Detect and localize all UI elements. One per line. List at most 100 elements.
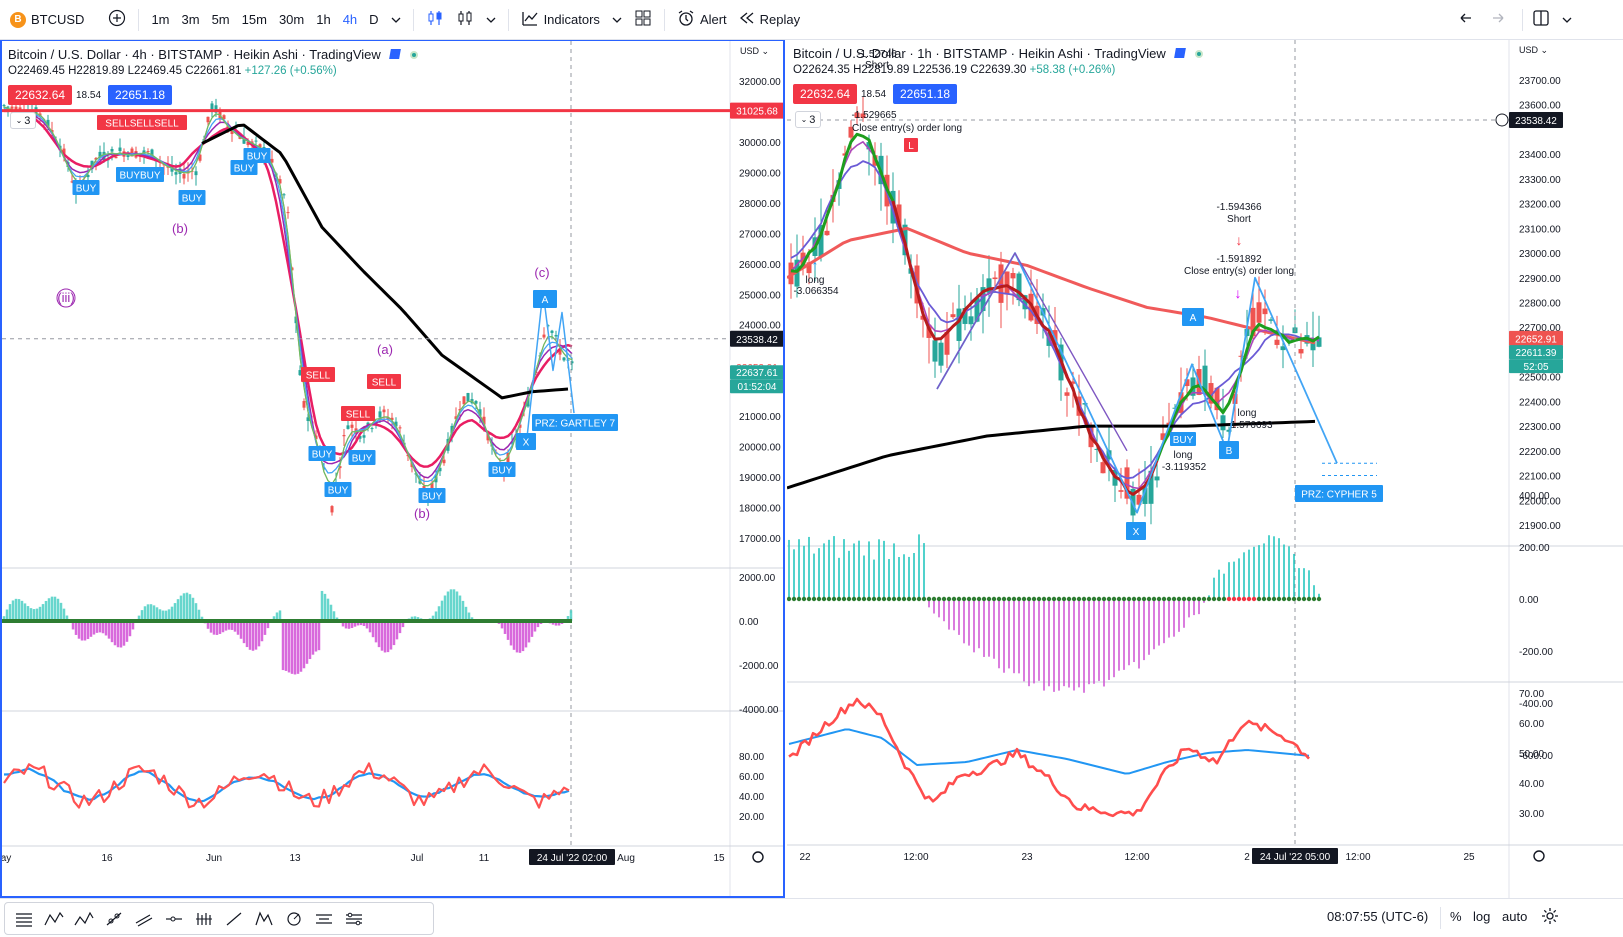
drawing-tools-group — [4, 902, 434, 935]
timeframe-15m[interactable]: 15m — [241, 12, 267, 27]
price-tick-label: 23300.00 — [1519, 175, 1561, 186]
histogram-dot — [1076, 596, 1082, 602]
candle-body — [370, 428, 374, 430]
timeframe-30m[interactable]: 30m — [278, 12, 305, 27]
signal-label: BUY — [72, 180, 100, 195]
chevron-down-icon: ⌄ — [800, 115, 808, 124]
candle-body — [1208, 383, 1214, 404]
sell-price-button[interactable]: 22632.64 — [793, 84, 858, 104]
signal-label: BUY — [308, 446, 336, 461]
layout-dropdown[interactable] — [1556, 6, 1578, 34]
heikin-ashi-button[interactable] — [450, 6, 480, 34]
alert-button[interactable]: Alert — [671, 6, 733, 34]
timeframe-1m[interactable]: 1m — [151, 12, 170, 27]
candle-body — [462, 396, 466, 405]
indicators-dropdown[interactable] — [606, 6, 628, 34]
candle-body — [1094, 448, 1100, 450]
signal-label-bg — [301, 367, 335, 382]
chart-pane-4h[interactable]: Bitcoin / U.S. Dollar · 4h · BITSTAMP · … — [0, 40, 785, 898]
clock-label[interactable]: 08:07:55 (UTC-6) — [1327, 909, 1429, 924]
bar-style-button[interactable] — [420, 6, 450, 34]
timeframe-1h[interactable]: 1h — [316, 12, 331, 27]
candle-body — [510, 441, 514, 444]
close-price-label-text: 22611.39 — [1516, 348, 1557, 359]
xabcd-pattern-tool-icon[interactable] — [249, 905, 279, 933]
histogram-dot — [1171, 596, 1177, 602]
histogram-dot — [1246, 596, 1252, 602]
sliders-tool-icon[interactable] — [339, 905, 369, 933]
timeframe-d[interactable]: D — [369, 12, 379, 27]
histogram-dot — [851, 596, 857, 602]
histogram-dot — [1186, 596, 1192, 602]
ohlc-readout: O22624.35 H22819.89 L22536.19 C22639.30 … — [793, 64, 1115, 76]
wave-123-tool-icon[interactable] — [69, 905, 99, 933]
channel-tool-icon[interactable] — [309, 905, 339, 933]
strategy-annotation: Short — [1227, 214, 1251, 225]
candle-body — [182, 174, 186, 179]
time-tick-label: 12:00 — [1345, 852, 1370, 863]
trend-line-tool-icon[interactable] — [99, 905, 129, 933]
split-layout-button[interactable] — [1526, 6, 1556, 34]
cycle-tool-icon[interactable] — [279, 905, 309, 933]
last-price-label: 22652.91 — [1509, 330, 1563, 346]
histogram-dot — [951, 596, 957, 602]
horizontal-ray-tool-icon[interactable] — [159, 905, 189, 933]
timeframe-5m[interactable]: 5m — [211, 12, 230, 27]
spread-label: 18.54 — [861, 89, 887, 100]
buy-price-button[interactable]: 22651.18 — [108, 85, 173, 105]
price-tick-label: 21000.00 — [739, 412, 781, 423]
symbol-search-button[interactable]: B BTCUSD — [4, 6, 90, 34]
timeframe-3m[interactable]: 3m — [181, 12, 200, 27]
price-tick-label: 23700.00 — [1519, 76, 1561, 87]
timeframe-4h[interactable]: 4h — [342, 12, 358, 27]
candle-body — [974, 297, 980, 322]
candle-body — [1226, 429, 1232, 432]
indicator-toggle[interactable]: ⌄ 3 — [10, 112, 36, 129]
crosshair-price-label-bg — [1509, 111, 1563, 128]
indicator-toggle[interactable]: ⌄ 3 — [795, 111, 821, 128]
histogram-dot — [956, 596, 962, 602]
histogram-dot — [1276, 596, 1282, 602]
chart-type-dropdown[interactable] — [480, 6, 502, 34]
timeframe-dropdown[interactable] — [385, 6, 407, 34]
chart-canvas-1h[interactable]: USD ⌄23700.0023600.0023400.0023300.00232… — [787, 40, 1623, 898]
fib-levels-tool-icon[interactable] — [9, 905, 39, 933]
histogram-dot — [791, 596, 797, 602]
chart-canvas-4h[interactable]: USD ⌄32000.0031000.0030000.0029000.00280… — [2, 41, 785, 898]
settings-gear-icon[interactable] — [1541, 907, 1559, 928]
bars-pattern-tool-icon[interactable] — [189, 905, 219, 933]
short-arrow-icon: ↓ — [1236, 232, 1243, 248]
signal-label: BUYBUY — [116, 167, 164, 182]
candle-body — [362, 435, 366, 438]
candle-body — [1268, 319, 1274, 321]
candle-body — [956, 308, 962, 341]
candle-body — [194, 171, 198, 176]
osc-tick-label: 0.00 — [1519, 595, 1539, 606]
auto-scale-toggle[interactable]: auto — [1502, 909, 1528, 924]
indicators-button[interactable]: Indicators — [515, 6, 606, 34]
histogram-dot — [1121, 596, 1127, 602]
candle-body — [1070, 381, 1076, 384]
rsi-tick-label: 70.00 — [1519, 689, 1544, 700]
undo-button[interactable] — [1452, 6, 1480, 34]
layout-button[interactable] — [628, 6, 658, 34]
chart-pane-1h[interactable]: Bitcoin / U.S. Dollar · 1h · BITSTAMP · … — [787, 40, 1623, 898]
buy-price-button[interactable]: 22651.18 — [893, 84, 958, 104]
price-tick-label: 20000.00 — [739, 443, 781, 454]
percent-scale-toggle[interactable]: % — [1450, 909, 1462, 924]
redo-button[interactable] — [1484, 6, 1512, 34]
signal-label-text: SELL — [346, 410, 371, 421]
histogram-dot — [1236, 596, 1242, 602]
parallel-channel-tool-icon[interactable] — [129, 905, 159, 933]
log-scale-toggle[interactable]: log — [1473, 909, 1491, 924]
strategy-annotation: -1.594366 — [1216, 202, 1261, 213]
histogram-dot — [1126, 596, 1132, 602]
chevron-down-icon — [612, 12, 622, 27]
ray-tool-icon[interactable] — [219, 905, 249, 933]
replay-button[interactable]: Replay — [733, 6, 806, 34]
sell-price-button[interactable]: 22632.64 — [8, 85, 73, 105]
compare-add-button[interactable] — [102, 6, 132, 34]
candle-body — [2, 105, 6, 107]
wave-abc-tool-icon[interactable] — [39, 905, 69, 933]
